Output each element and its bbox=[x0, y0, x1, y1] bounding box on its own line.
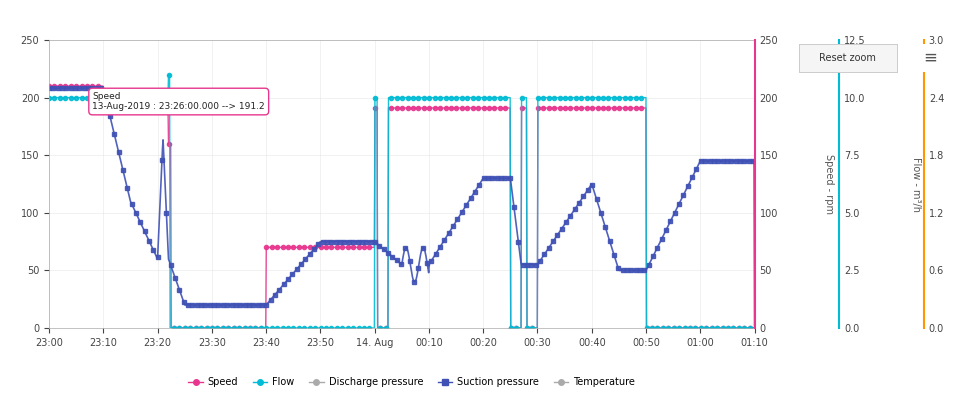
Text: Speed
13-Aug-2019 : 23:26:00.000 --> 191.2: Speed 13-Aug-2019 : 23:26:00.000 --> 191… bbox=[92, 92, 265, 111]
Text: ≡: ≡ bbox=[923, 49, 937, 67]
Y-axis label: Flow - m³/h: Flow - m³/h bbox=[911, 156, 921, 212]
Text: Reset zoom: Reset zoom bbox=[819, 53, 876, 63]
Y-axis label: Speed - rpm: Speed - rpm bbox=[823, 154, 834, 214]
Legend: Speed, Flow, Discharge pressure, Suction pressure, Temperature: Speed, Flow, Discharge pressure, Suction… bbox=[184, 373, 639, 391]
